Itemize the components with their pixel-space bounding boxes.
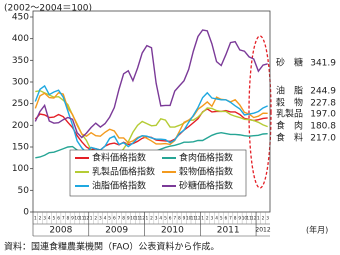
x-tick-label: 3 <box>155 216 158 222</box>
x-tick-label: 1 <box>257 216 260 222</box>
year-label: 2009 <box>105 226 128 236</box>
legend-label: 食肉価格指数 <box>179 152 233 164</box>
x-tick-label: 2 <box>262 216 265 222</box>
x-tick-label: 12 <box>251 216 257 222</box>
x-tick-label: 3 <box>211 216 214 222</box>
x-tick-label: 9 <box>183 216 186 222</box>
y-tick-label: 400 <box>12 34 29 44</box>
x-tick-label: 8 <box>122 216 125 222</box>
legend-label: 穀物価格指数 <box>179 166 233 178</box>
x-tick-label: 12 <box>195 216 201 222</box>
year-label: 2012 <box>255 227 270 234</box>
x-tick-label: 1 <box>201 216 204 222</box>
series-line <box>34 29 268 139</box>
end-name: 乳製品 <box>276 108 303 120</box>
x-tick-label: 10 <box>74 216 80 222</box>
x-tick-label: 9 <box>238 216 241 222</box>
legend-label: 食料価格指数 <box>92 152 146 164</box>
y-tick-label: 300 <box>12 78 29 88</box>
y-tick-label: 100 <box>12 164 29 174</box>
legend-label: 乳製品価格指数 <box>92 166 155 178</box>
x-tick-label: 9 <box>71 216 74 222</box>
y-tick-label: 150 <box>12 143 29 153</box>
x-tick-label: 6 <box>113 216 116 222</box>
series-line <box>34 84 268 154</box>
end-name: 食 料 <box>276 132 303 144</box>
x-tick-label: 4 <box>215 216 218 222</box>
x-tick-label: 10 <box>130 216 136 222</box>
x-tick-label: 2 <box>206 216 209 222</box>
x-tick-label: 11 <box>246 216 252 222</box>
y-tick-label: 200 <box>12 121 29 131</box>
x-unit: (年月) <box>306 225 328 235</box>
unit-note: (2002～2004＝100) <box>4 4 92 14</box>
end-name: 穀 物 <box>276 97 303 109</box>
year-label: 2010 <box>161 226 184 236</box>
x-tick-label: 4 <box>159 216 162 222</box>
x-tick-label: 7 <box>118 216 121 222</box>
x-tick-label: 7 <box>62 216 65 222</box>
y-tick-label: 450 <box>12 13 29 23</box>
end-value: 341.9 <box>310 59 336 69</box>
x-tick-label: 10 <box>242 216 248 222</box>
x-tick-label: 8 <box>66 216 69 222</box>
plot-frame <box>32 10 271 213</box>
legend-label: 砂糖価格指数 <box>179 180 233 192</box>
x-tick-label: 8 <box>234 216 237 222</box>
highlight <box>248 35 272 189</box>
end-value: 217.0 <box>310 134 336 144</box>
y-tick-label: 0 <box>23 208 29 218</box>
y-tick-label: 250 <box>12 99 29 109</box>
end-value: 197.0 <box>310 110 336 120</box>
x-tick-label: 11 <box>135 216 141 222</box>
x-tick-label: 6 <box>224 216 227 222</box>
x-tick-label: 1 <box>90 216 93 222</box>
x-tick-label: 4 <box>104 216 107 222</box>
x-tick-label: 9 <box>127 216 130 222</box>
y-tick-label: 50 <box>18 186 30 196</box>
x-tick-label: 3 <box>43 216 46 222</box>
year-label: 2008 <box>49 226 72 236</box>
x-tick-label: 1 <box>34 216 37 222</box>
end-value: 227.8 <box>310 99 336 109</box>
x-tick-label: 10 <box>186 216 192 222</box>
year-label: 2011 <box>217 226 240 236</box>
source: 資料：国連食糧農業機関（FAO）公表資料から作成。 <box>4 241 219 253</box>
end-value: 244.9 <box>310 87 336 97</box>
x-tick-label: 1 <box>145 216 148 222</box>
x-tick-label: 8 <box>178 216 181 222</box>
x-tick-label: 3 <box>99 216 102 222</box>
x-tick-label: 6 <box>57 216 60 222</box>
x-tick-label: 11 <box>79 216 85 222</box>
x-tick-label: 5 <box>53 216 56 222</box>
x-tick-label: 7 <box>229 216 232 222</box>
legend-box <box>69 149 247 197</box>
x-tick-label: 4 <box>48 216 51 222</box>
end-name: 砂 糖 <box>276 57 303 69</box>
x-tick-label: 5 <box>220 216 223 222</box>
end-name: 食 肉 <box>276 120 303 132</box>
end-value: 180.8 <box>310 122 336 132</box>
y-tick-label: 350 <box>12 56 29 66</box>
x-tick-label: 12 <box>84 216 90 222</box>
x-tick-label: 2 <box>150 216 153 222</box>
end-name: 油 脂 <box>276 85 303 97</box>
legend-label: 油脂価格指数 <box>92 180 146 192</box>
x-tick-label: 12 <box>139 216 145 222</box>
x-tick-label: 2 <box>39 216 42 222</box>
x-tick-label: 2 <box>94 216 97 222</box>
x-tick-label: 6 <box>169 216 172 222</box>
x-tick-label: 11 <box>191 216 197 222</box>
x-tick-label: 7 <box>173 216 176 222</box>
x-tick-label: 5 <box>108 216 111 222</box>
x-tick-label: 5 <box>164 216 167 222</box>
x-tick-label: 3 <box>266 216 269 222</box>
